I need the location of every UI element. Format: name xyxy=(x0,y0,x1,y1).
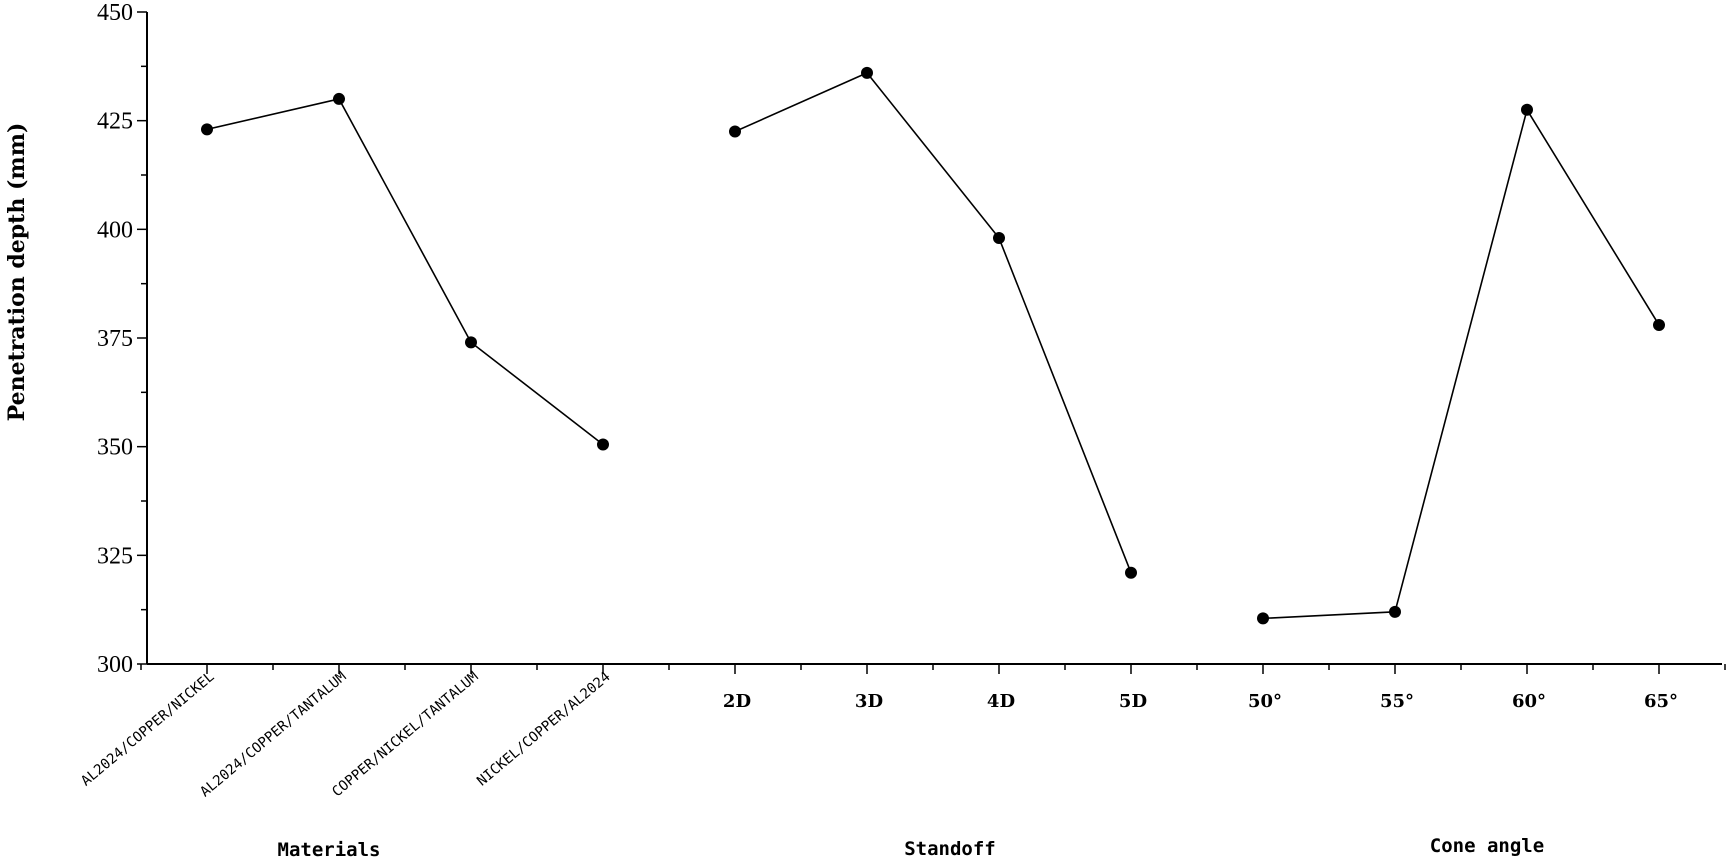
x-category-label: 2D xyxy=(723,691,751,712)
data-point xyxy=(201,123,213,136)
y-tick-label: 375 xyxy=(97,326,133,352)
group-label: Cone angle xyxy=(1430,835,1544,857)
x-category-label: AL2024/COPPER/NICKEL xyxy=(78,669,217,790)
y-tick-label: 325 xyxy=(97,543,133,569)
x-category-labels: AL2024/COPPER/NICKELAL2024/COPPER/TANTAL… xyxy=(78,669,1678,800)
series-line xyxy=(206,98,604,446)
y-tick-label: 450 xyxy=(97,0,133,26)
x-category-label: 5D xyxy=(1119,691,1147,712)
data-point xyxy=(1521,103,1533,116)
data-point xyxy=(1389,605,1401,618)
x-category-label: 55° xyxy=(1380,691,1414,712)
y-tick-label: 400 xyxy=(97,217,133,243)
series-lines xyxy=(206,71,1660,620)
x-category-label: 65° xyxy=(1644,691,1678,712)
data-point xyxy=(861,66,873,79)
series-points xyxy=(201,66,1665,625)
data-point xyxy=(597,438,609,451)
y-tick-label: 350 xyxy=(97,435,133,461)
x-category-label: COPPER/NICKEL/TANTALUM xyxy=(329,669,481,800)
series-line xyxy=(734,71,1132,574)
data-point xyxy=(1125,566,1137,579)
x-category-label: 4D xyxy=(987,691,1015,712)
y-tick-labels: 450 425 400 375 350 325 300 xyxy=(97,0,133,678)
data-point xyxy=(1257,612,1269,625)
axes xyxy=(137,11,1726,674)
y-tick-label: 300 xyxy=(97,652,133,678)
group-label: Materials xyxy=(278,839,381,859)
y-axis-label: Penetration depth (mm) xyxy=(4,123,30,422)
data-point xyxy=(333,92,345,105)
x-category-label: AL2024/COPPER/TANTALUM xyxy=(197,669,349,800)
data-point xyxy=(729,125,741,138)
series-line xyxy=(1262,107,1660,620)
x-category-label: 50° xyxy=(1248,691,1282,712)
data-point xyxy=(465,336,477,349)
data-point xyxy=(1653,318,1665,331)
x-category-label: 60° xyxy=(1512,691,1546,712)
group-label: Standoff xyxy=(904,838,996,859)
y-tick-label: 425 xyxy=(97,109,133,135)
group-labels: Materials Standoff Cone angle xyxy=(278,835,1545,859)
data-point xyxy=(993,232,1005,245)
x-category-label: 3D xyxy=(855,691,883,712)
x-category-label: NICKEL/COPPER/AL2024 xyxy=(474,669,613,790)
